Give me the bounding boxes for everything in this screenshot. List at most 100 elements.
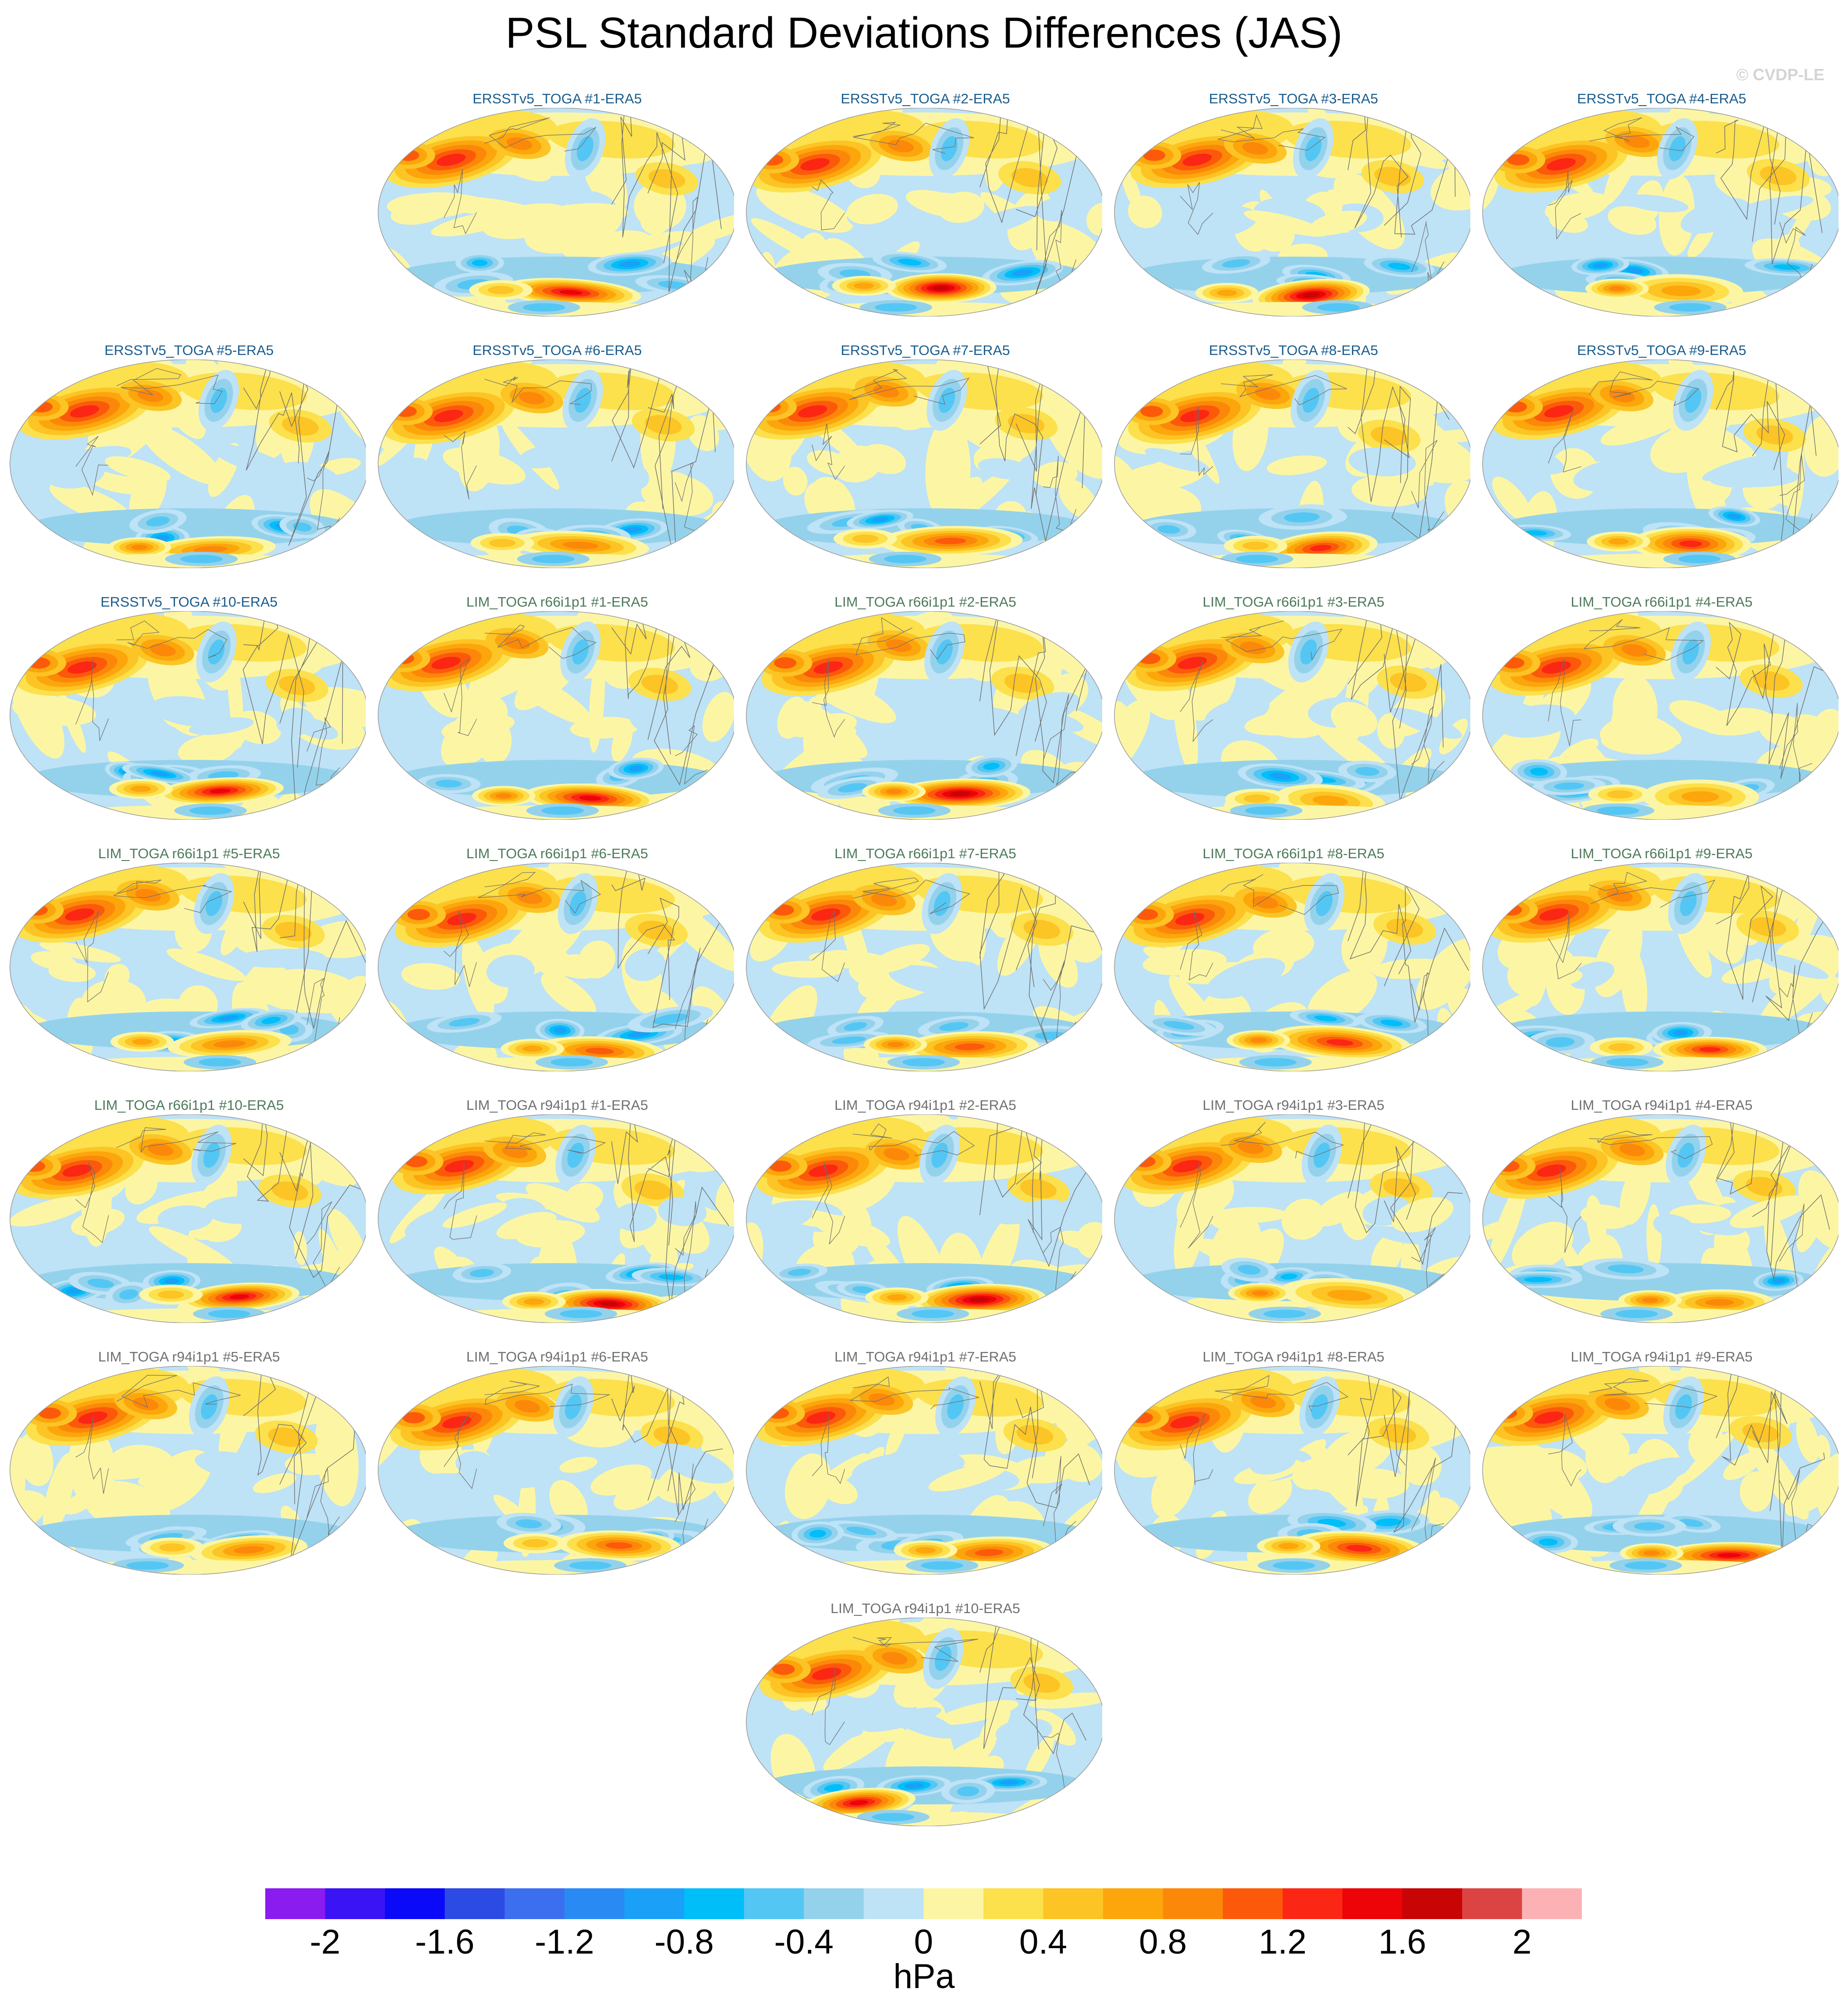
map-outline bbox=[1482, 1114, 1838, 1323]
map-panel-title: LIM_TOGA r66i1p1 #10-ERA5 bbox=[94, 1097, 284, 1113]
map-panel: LIM_TOGA r66i1p1 #3-ERA5 bbox=[1112, 594, 1475, 834]
map-panel: LIM_TOGA r66i1p1 #6-ERA5 bbox=[376, 846, 739, 1086]
map-field bbox=[1483, 611, 1838, 820]
map-outline bbox=[1114, 1366, 1470, 1575]
map-panel-title: ERSSTv5_TOGA #4-ERA5 bbox=[1577, 91, 1746, 107]
map-panel-title: ERSSTv5_TOGA #2-ERA5 bbox=[841, 91, 1010, 107]
map-field bbox=[1114, 1366, 1470, 1575]
psl-difference-map bbox=[1114, 611, 1470, 820]
map-field bbox=[746, 1366, 1102, 1575]
map-panel-title: LIM_TOGA r94i1p1 #8-ERA5 bbox=[1202, 1349, 1385, 1365]
map-outline bbox=[10, 611, 366, 820]
map-panel: LIM_TOGA r66i1p1 #10-ERA5 bbox=[8, 1097, 370, 1337]
map-field bbox=[10, 360, 366, 568]
map-panel-title: ERSSTv5_TOGA #5-ERA5 bbox=[104, 342, 274, 358]
map-panel-title: ERSSTv5_TOGA #8-ERA5 bbox=[1209, 342, 1378, 358]
colorbar-swatch bbox=[265, 1888, 325, 1919]
map-panel: LIM_TOGA r94i1p1 #9-ERA5 bbox=[1480, 1349, 1843, 1589]
colorbar-tick-label: 0.4 bbox=[1019, 1923, 1067, 1961]
map-outline bbox=[746, 611, 1102, 820]
colorbar-swatch bbox=[1223, 1888, 1283, 1919]
map-outline bbox=[1482, 108, 1838, 316]
map-field bbox=[1483, 863, 1838, 1071]
psl-difference-map bbox=[10, 1114, 366, 1323]
psl-difference-map bbox=[378, 1114, 734, 1323]
map-panel-title: LIM_TOGA r66i1p1 #2-ERA5 bbox=[834, 594, 1016, 610]
colorbar-swatch bbox=[505, 1888, 564, 1919]
psl-difference-map bbox=[378, 1366, 734, 1575]
map-outline bbox=[378, 1366, 734, 1575]
map-panel: ERSSTv5_TOGA #2-ERA5 bbox=[744, 91, 1107, 331]
map-outline bbox=[10, 360, 366, 568]
psl-difference-map bbox=[10, 863, 366, 1071]
map-panel-title: LIM_TOGA r94i1p1 #3-ERA5 bbox=[1202, 1097, 1385, 1113]
map-panel-title: LIM_TOGA r66i1p1 #7-ERA5 bbox=[834, 846, 1016, 861]
map-outline bbox=[746, 863, 1102, 1071]
psl-difference-map bbox=[378, 108, 734, 316]
map-outline bbox=[1482, 1366, 1838, 1575]
psl-difference-map bbox=[1482, 360, 1838, 568]
map-panel: ERSSTv5_TOGA #4-ERA5 bbox=[1480, 91, 1843, 331]
map-panel-title: LIM_TOGA r94i1p1 #9-ERA5 bbox=[1571, 1349, 1753, 1365]
map-field bbox=[1483, 1114, 1838, 1323]
map-field bbox=[378, 108, 734, 316]
psl-difference-map bbox=[746, 108, 1102, 316]
map-field bbox=[746, 611, 1102, 820]
map-panel: LIM_TOGA r66i1p1 #4-ERA5 bbox=[1480, 594, 1843, 834]
map-panel-title: ERSSTv5_TOGA #6-ERA5 bbox=[472, 342, 642, 358]
psl-difference-map bbox=[1482, 611, 1838, 820]
map-field bbox=[378, 1366, 734, 1575]
map-panel: ERSSTv5_TOGA #6-ERA5 bbox=[376, 342, 739, 583]
colorbar-swatch bbox=[1103, 1888, 1163, 1919]
colorbar-tick-label: 1.2 bbox=[1259, 1923, 1307, 1961]
map-panel: LIM_TOGA r94i1p1 #8-ERA5 bbox=[1112, 1349, 1475, 1589]
map-panel: LIM_TOGA r94i1p1 #6-ERA5 bbox=[376, 1349, 739, 1589]
map-outline bbox=[10, 1114, 366, 1323]
colorbar-swatch bbox=[1342, 1888, 1402, 1919]
map-panel: ERSSTv5_TOGA #5-ERA5 bbox=[8, 342, 370, 583]
map-panel-title: LIM_TOGA r94i1p1 #1-ERA5 bbox=[466, 1097, 648, 1113]
map-outline bbox=[1114, 360, 1470, 568]
colorbar-swatch bbox=[325, 1888, 385, 1919]
map-field bbox=[746, 1114, 1102, 1323]
map-panel: LIM_TOGA r66i1p1 #5-ERA5 bbox=[8, 846, 370, 1086]
colorbar-swatch bbox=[864, 1888, 924, 1919]
map-field bbox=[746, 1618, 1102, 1826]
map-panel-title: LIM_TOGA r66i1p1 #9-ERA5 bbox=[1571, 846, 1753, 861]
psl-difference-map bbox=[10, 611, 366, 820]
map-panel-title: ERSSTv5_TOGA #9-ERA5 bbox=[1577, 342, 1746, 358]
colorbar-swatch bbox=[1402, 1888, 1462, 1919]
map-outline bbox=[378, 360, 734, 568]
psl-difference-map bbox=[746, 1366, 1102, 1575]
map-outline bbox=[378, 863, 734, 1071]
map-field bbox=[746, 360, 1102, 568]
map-panel-title: ERSSTv5_TOGA #10-ERA5 bbox=[100, 594, 278, 610]
psl-difference-map bbox=[746, 360, 1102, 568]
colorbar-swatch bbox=[804, 1888, 864, 1919]
map-panel-title: LIM_TOGA r94i1p1 #5-ERA5 bbox=[98, 1349, 280, 1365]
map-panel: ERSSTv5_TOGA #3-ERA5 bbox=[1112, 91, 1475, 331]
psl-difference-map bbox=[746, 1618, 1102, 1826]
map-panel: LIM_TOGA r94i1p1 #2-ERA5 bbox=[744, 1097, 1107, 1337]
map-panel: LIM_TOGA r66i1p1 #7-ERA5 bbox=[744, 846, 1107, 1086]
colorbar-tick-label: -1.6 bbox=[415, 1923, 475, 1961]
map-outline bbox=[378, 611, 734, 820]
colorbar-tick-label: -0.4 bbox=[774, 1923, 834, 1961]
map-outline bbox=[378, 1114, 734, 1323]
map-field bbox=[1483, 108, 1838, 316]
map-outline bbox=[746, 360, 1102, 568]
map-outline bbox=[1114, 863, 1470, 1071]
map-outline bbox=[1482, 360, 1838, 568]
psl-difference-map bbox=[1114, 1114, 1470, 1323]
map-panel-title: LIM_TOGA r94i1p1 #2-ERA5 bbox=[834, 1097, 1016, 1113]
colorbar-swatch bbox=[1283, 1888, 1342, 1919]
map-field bbox=[378, 360, 734, 568]
map-panel-title: LIM_TOGA r66i1p1 #1-ERA5 bbox=[466, 594, 648, 610]
map-outline bbox=[1114, 108, 1470, 316]
map-outline bbox=[746, 108, 1102, 316]
map-panel: ERSSTv5_TOGA #7-ERA5 bbox=[744, 342, 1107, 583]
map-panel-title: LIM_TOGA r94i1p1 #7-ERA5 bbox=[834, 1349, 1016, 1365]
map-panel: LIM_TOGA r66i1p1 #1-ERA5 bbox=[376, 594, 739, 834]
map-panel-title: LIM_TOGA r94i1p1 #4-ERA5 bbox=[1571, 1097, 1753, 1113]
map-panel: ERSSTv5_TOGA #1-ERA5 bbox=[376, 91, 739, 331]
